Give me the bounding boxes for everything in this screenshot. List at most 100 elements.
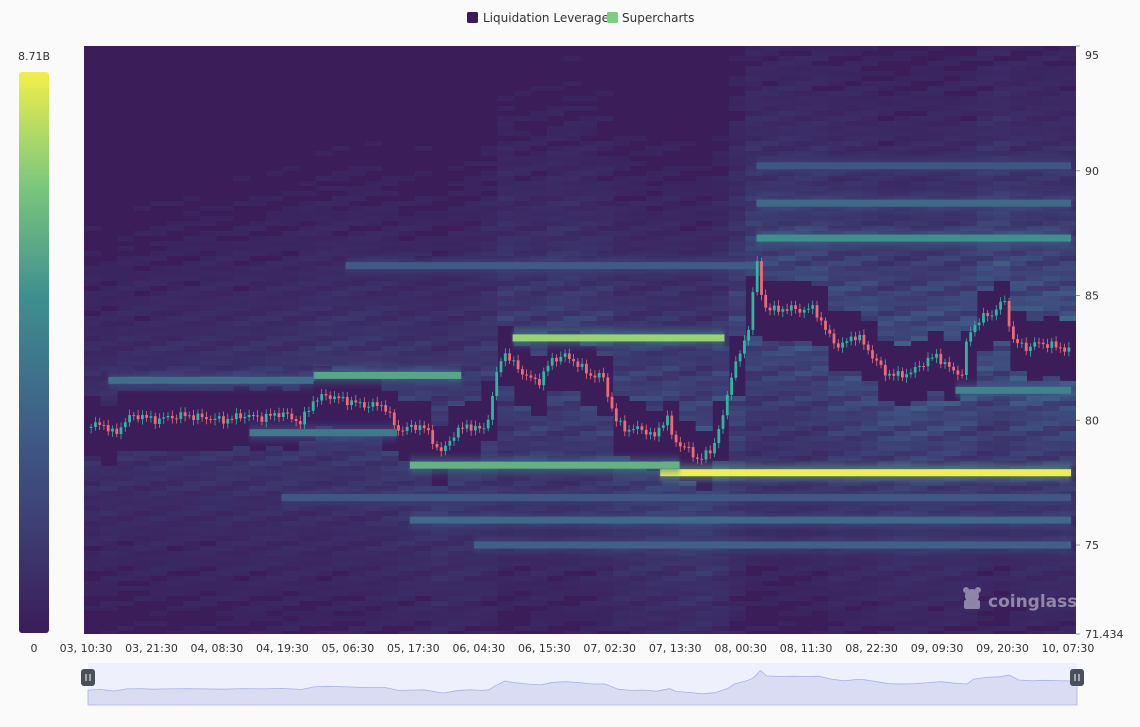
heatmap-cell [1059, 446, 1076, 451]
heatmap-cell [844, 221, 862, 226]
heatmap-cell [480, 211, 498, 216]
heatmap-cell [861, 101, 879, 106]
heatmap-cell [1026, 406, 1044, 411]
heatmap-cell [447, 281, 465, 286]
heatmap-cell [613, 551, 631, 556]
heatmap-cell [910, 136, 928, 141]
heatmap-cell [332, 456, 350, 461]
heatmap-cell [1026, 66, 1044, 71]
heatmap-cell [497, 416, 515, 421]
heatmap-cell [761, 126, 779, 131]
heatmap-cell [232, 321, 250, 326]
heatmap-cell [150, 366, 168, 371]
heatmap-cell [596, 201, 614, 206]
heatmap-cell [563, 206, 581, 211]
heatmap-cell [530, 201, 548, 206]
heatmap-cell [398, 546, 416, 551]
heatmap-cell [513, 421, 531, 426]
heatmap-cell [298, 351, 316, 356]
heatmap-cell [1026, 111, 1044, 116]
heatmap-cell [1042, 426, 1060, 431]
heatmap-cell [1009, 151, 1027, 156]
heatmap-cell [332, 276, 350, 281]
heatmap-cell [910, 321, 928, 326]
heatmap-cell [282, 336, 300, 341]
heatmap-cell [861, 591, 879, 596]
heatmap-cell [778, 506, 796, 511]
heatmap-cell [431, 306, 449, 311]
heatmap-cell [315, 631, 333, 634]
heatmap-cell [1009, 261, 1027, 266]
heatmap-cell [513, 586, 531, 591]
heatmap-cell [348, 196, 366, 201]
heatmap-cell [695, 176, 713, 181]
heatmap-cell [596, 196, 614, 201]
heatmap-cell [629, 346, 647, 351]
heatmap-cell [596, 291, 614, 296]
heatmap-cell [265, 266, 283, 271]
heatmap-cell [943, 421, 961, 426]
legend-item-supercharts[interactable]: Supercharts [607, 11, 694, 25]
heatmap-cell [1026, 226, 1044, 231]
heatmap-cell [530, 441, 548, 446]
heatmap-cell [480, 176, 498, 181]
heatmap-cell [133, 331, 151, 336]
heatmap-cell [381, 616, 399, 621]
heatmap-cell [365, 461, 383, 466]
heatmap-cell [480, 206, 498, 211]
heatmap-cell [927, 86, 945, 91]
heatmap-cell [662, 181, 680, 186]
heatmap-cell [960, 486, 978, 491]
heatmap-cell [216, 456, 234, 461]
heatmap-cell [613, 356, 631, 361]
heatmap-cell [596, 246, 614, 251]
heatmap-cell [563, 416, 581, 421]
heatmap-cell [778, 271, 796, 276]
heatmap-cell [84, 341, 102, 346]
plot-area[interactable]: coinglass [84, 46, 1077, 636]
heatmap-cell [778, 341, 796, 346]
heatmap-cell [943, 446, 961, 451]
heatmap-cell [265, 586, 283, 591]
heatmap-cell [993, 361, 1011, 366]
heatmap-cell [84, 531, 102, 536]
heatmap-cell [150, 281, 168, 286]
heatmap-cell [398, 396, 416, 401]
heatmap-cell [993, 86, 1011, 91]
heatmap-cell [216, 281, 234, 286]
heatmap-cell [183, 456, 201, 461]
heatmap-cell [761, 61, 779, 66]
heatmap-cell [861, 456, 879, 461]
heatmap-cell [1009, 121, 1027, 126]
heatmap-cell [778, 186, 796, 191]
heatmap-cell [894, 261, 912, 266]
heatmap-cell [100, 586, 118, 591]
heatmap-cell [398, 506, 416, 511]
heatmap-cell [1026, 311, 1044, 316]
heatmap-cell [960, 186, 978, 191]
heatmap-cell [943, 576, 961, 581]
heatmap-cell [976, 91, 994, 96]
heatmap-cell [1009, 76, 1027, 81]
heatmap-cell [199, 461, 217, 466]
heatmap-cell [150, 301, 168, 306]
heatmap-cell [546, 561, 564, 566]
heatmap-cell [894, 426, 912, 431]
heatmap-cell [117, 306, 135, 311]
heatmap-cell [315, 486, 333, 491]
heatmap-cell [315, 276, 333, 281]
heatmap-cell [794, 506, 812, 511]
heatmap-cell [976, 461, 994, 466]
heatmap-cell [629, 221, 647, 226]
heatmap-cell [183, 316, 201, 321]
heatmap-cell [84, 331, 102, 336]
heatmap-cell [778, 101, 796, 106]
heatmap-cell [910, 116, 928, 121]
heatmap-cell [381, 181, 399, 186]
heatmap-cell [778, 346, 796, 351]
heatmap-cell [497, 581, 515, 586]
liquidation-band [108, 376, 314, 384]
heatmap-cell [563, 476, 581, 481]
heatmap-cell [332, 281, 350, 286]
legend-item-liquidation-leverage[interactable]: Liquidation Leverage [467, 11, 609, 25]
